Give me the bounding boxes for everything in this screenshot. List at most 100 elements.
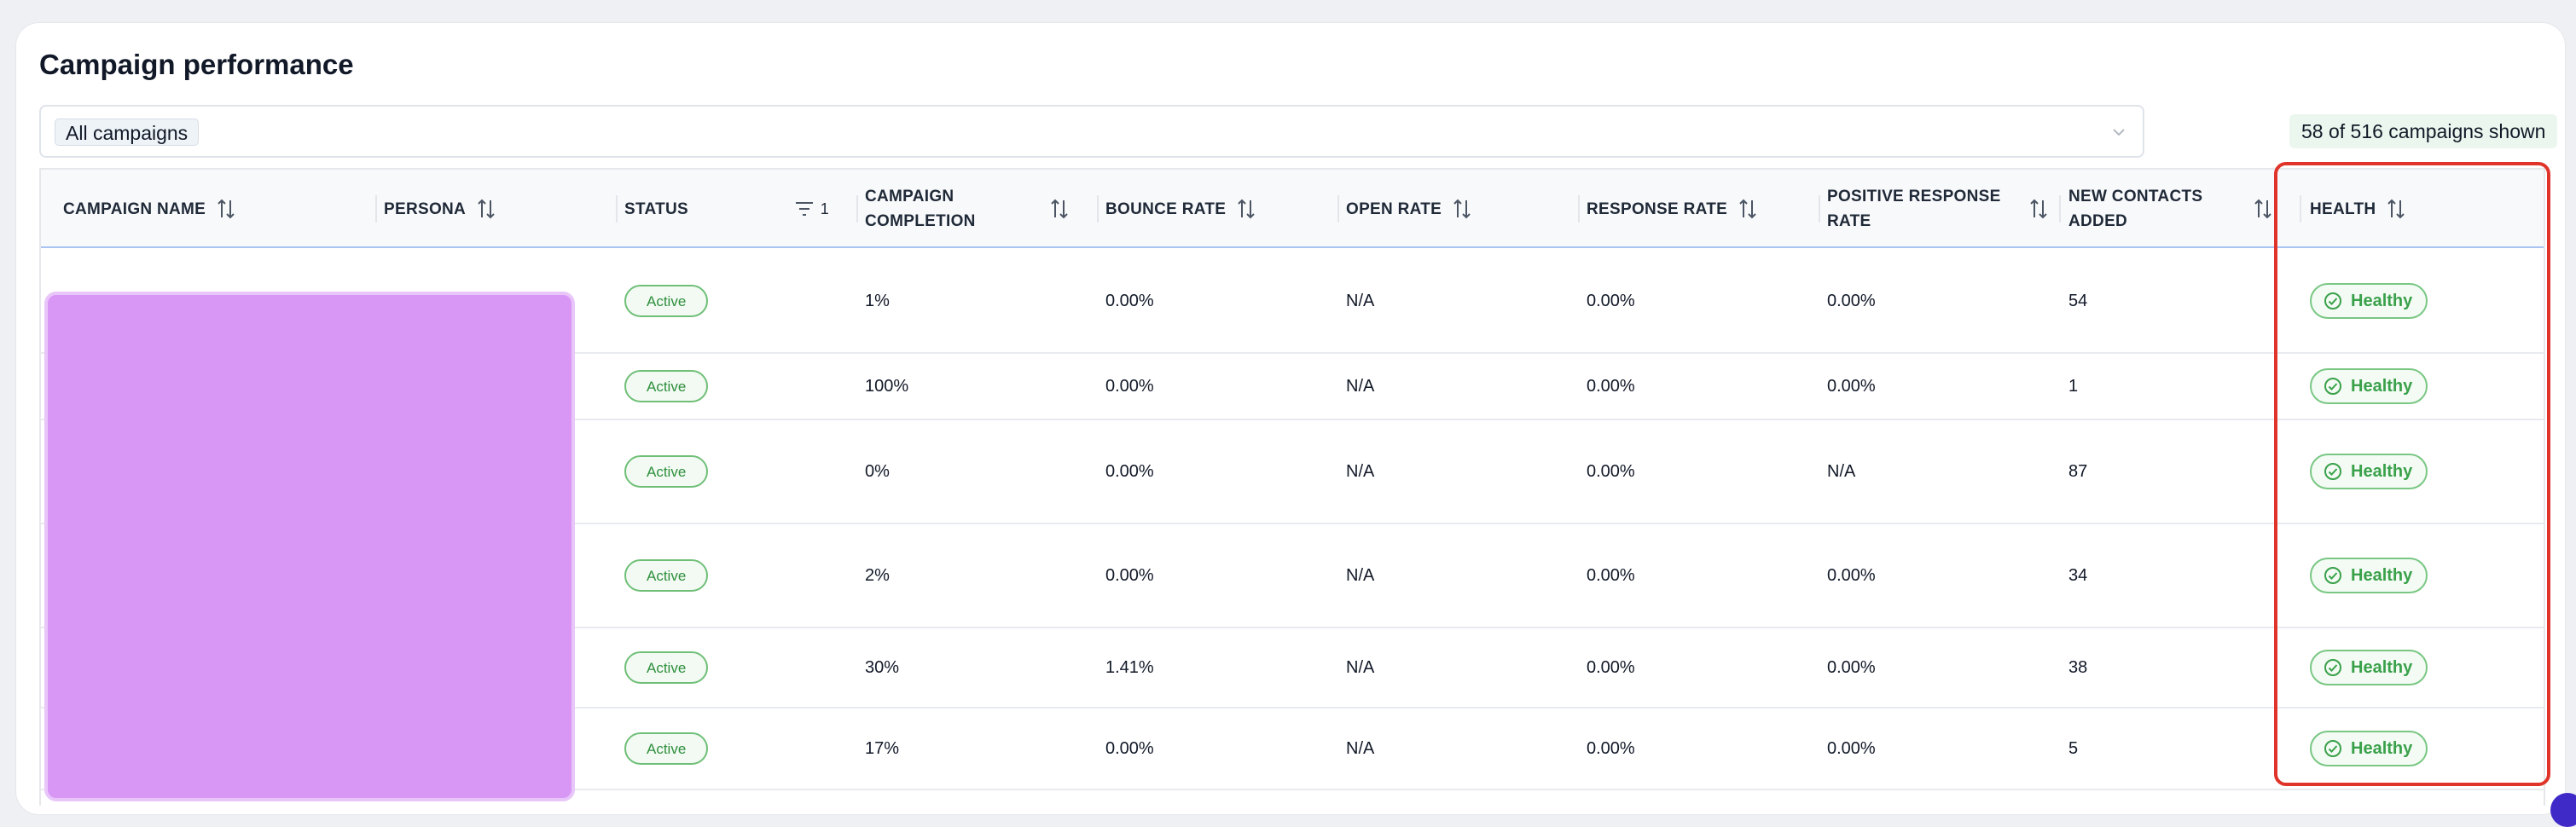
sort-icon[interactable] xyxy=(2253,197,2273,221)
column-header-label: NEW CONTACTS ADDED xyxy=(2068,188,2203,230)
status-badge: Active xyxy=(624,455,709,488)
status-badge: Active xyxy=(624,285,709,317)
column-separator[interactable] xyxy=(1819,195,1820,223)
column-separator[interactable] xyxy=(375,195,377,223)
health-badge[interactable]: Healthy xyxy=(2310,558,2428,593)
column-header-label: HEALTH xyxy=(2310,200,2376,218)
campaign-completion-cell: 0% xyxy=(865,461,890,481)
positive-response-rate-cell: 0.00% xyxy=(1827,657,1876,677)
status-cell: Active xyxy=(624,420,709,523)
sort-icon[interactable] xyxy=(2386,197,2406,221)
bounce-rate-cell: 0.00% xyxy=(1105,376,1154,396)
check-circle-icon xyxy=(2324,567,2341,584)
health-cell: Healthy xyxy=(2310,708,2428,789)
bounce-rate-cell: 1.41% xyxy=(1105,657,1154,677)
new-contacts-added-cell: 38 xyxy=(2068,657,2088,677)
column-header-campaign-completion[interactable]: CAMPAIGN COMPLETION xyxy=(865,170,1070,248)
column-separator[interactable] xyxy=(1578,195,1580,223)
status-filter[interactable]: 1 xyxy=(795,197,829,222)
status-badge: Active xyxy=(624,732,709,765)
column-header-bounce-rate[interactable]: BOUNCE RATE xyxy=(1105,170,1327,248)
column-header-label: OPEN RATE xyxy=(1346,200,1442,218)
filter-chip-all-campaigns[interactable]: All campaigns xyxy=(55,119,200,146)
column-header-response-rate[interactable]: RESPONSE RATE xyxy=(1587,170,1808,248)
health-badge-label: Healthy xyxy=(2351,291,2413,310)
status-badge: Active xyxy=(624,559,709,592)
table-row[interactable]: Active 30% 1.41% N/A 0.00% 0.00% 38 Healthy xyxy=(41,628,2544,708)
column-separator[interactable] xyxy=(2059,195,2061,223)
floating-action-button[interactable] xyxy=(2550,793,2576,827)
new-contacts-added-cell: 1 xyxy=(2068,376,2079,396)
table-header: CAMPAIGN NAME PERSONA STATUS 1 CAMPAIGN COMP… xyxy=(41,170,2544,248)
sort-icon[interactable] xyxy=(216,197,236,221)
positive-response-rate-cell: 0.00% xyxy=(1827,565,1876,585)
column-separator[interactable] xyxy=(2300,195,2301,223)
bounce-rate-cell: 0.00% xyxy=(1105,565,1154,585)
column-header-open-rate[interactable]: OPEN RATE xyxy=(1346,170,1568,248)
response-rate-cell: 0.00% xyxy=(1587,376,1635,396)
column-separator[interactable] xyxy=(856,195,858,223)
column-header-label: CAMPAIGN COMPLETION xyxy=(865,188,976,230)
sort-icon[interactable] xyxy=(476,197,496,221)
new-contacts-added-cell: 5 xyxy=(2068,738,2079,758)
open-rate-cell: N/A xyxy=(1346,461,1375,481)
campaign-completion-cell: 30% xyxy=(865,657,900,677)
column-header-label: BOUNCE RATE xyxy=(1105,200,1227,218)
health-badge-label: Healthy xyxy=(2351,376,2413,396)
status-badge: Active xyxy=(624,651,709,684)
table-row[interactable]: Active 1% 0.00% N/A 0.00% 0.00% 54 Healthy xyxy=(41,250,2544,354)
column-header-new-contacts-added[interactable]: NEW CONTACTS ADDED xyxy=(2068,170,2273,248)
health-badge-label: Healthy xyxy=(2351,565,2413,585)
column-header-persona[interactable]: PERSONA xyxy=(384,170,606,248)
bounce-rate-cell: 0.00% xyxy=(1105,461,1154,481)
health-badge[interactable]: Healthy xyxy=(2310,731,2428,766)
table-row[interactable]: Active 17% 0.00% N/A 0.00% 0.00% 5 Healthy xyxy=(41,708,2544,790)
sort-icon[interactable] xyxy=(1236,197,1256,221)
table-row[interactable]: Active 0% 0.00% N/A 0.00% N/A 87 Healthy xyxy=(41,420,2544,524)
campaign-filter-select[interactable]: All campaigns xyxy=(39,105,2144,158)
sort-icon[interactable] xyxy=(1452,197,1472,221)
health-badge[interactable]: Healthy xyxy=(2310,650,2428,685)
response-rate-cell: 0.00% xyxy=(1587,738,1635,758)
bounce-rate-cell: 0.00% xyxy=(1105,738,1154,758)
column-header-label: PERSONA xyxy=(384,200,467,218)
campaign-table: CAMPAIGN NAME PERSONA STATUS 1 CAMPAIGN COMP… xyxy=(39,168,2545,806)
open-rate-cell: N/A xyxy=(1346,657,1375,677)
sort-icon[interactable] xyxy=(2028,197,2049,221)
table-row[interactable]: Active 2% 0.00% N/A 0.00% 0.00% 34 Healthy xyxy=(41,524,2544,628)
response-rate-cell: 0.00% xyxy=(1587,657,1635,677)
page-title: Campaign performance xyxy=(39,49,354,80)
response-rate-cell: 0.00% xyxy=(1587,461,1635,481)
open-rate-cell: N/A xyxy=(1346,738,1375,758)
column-separator[interactable] xyxy=(1097,195,1099,223)
sort-icon[interactable] xyxy=(1738,197,1758,221)
new-contacts-added-cell: 54 xyxy=(2068,291,2088,310)
health-badge-label: Healthy xyxy=(2351,738,2413,758)
campaign-completion-cell: 2% xyxy=(865,565,890,585)
response-rate-cell: 0.00% xyxy=(1587,565,1635,585)
sort-icon[interactable] xyxy=(1049,197,1070,221)
open-rate-cell: N/A xyxy=(1346,565,1375,585)
column-header-label: STATUS xyxy=(624,200,688,218)
column-header-campaign-name[interactable]: CAMPAIGN NAME xyxy=(63,170,362,248)
status-cell: Active xyxy=(624,354,709,419)
column-header-label: RESPONSE RATE xyxy=(1587,200,1728,218)
check-circle-icon xyxy=(2324,740,2341,757)
health-badge[interactable]: Healthy xyxy=(2310,454,2428,489)
status-cell: Active xyxy=(624,708,709,789)
table-row[interactable]: Active 100% 0.00% N/A 0.00% 0.00% 1 Healthy xyxy=(41,354,2544,420)
column-header-positive-response-rate[interactable]: POSITIVE RESPONSE RATE xyxy=(1827,170,2049,248)
campaign-completion-cell: 17% xyxy=(865,738,900,758)
column-header-status[interactable]: STATUS 1 xyxy=(624,170,829,248)
health-cell: Healthy xyxy=(2310,420,2428,523)
status-cell: Active xyxy=(624,628,709,707)
redacted-campaign-names xyxy=(44,292,575,801)
column-header-health[interactable]: HEALTH xyxy=(2310,170,2532,248)
column-separator[interactable] xyxy=(616,195,618,223)
health-badge[interactable]: Healthy xyxy=(2310,368,2428,404)
filter-icon[interactable] xyxy=(795,201,814,217)
health-badge[interactable]: Healthy xyxy=(2310,283,2428,319)
status-cell: Active xyxy=(624,524,709,627)
chevron-down-icon xyxy=(2113,129,2125,136)
column-separator[interactable] xyxy=(1337,195,1339,223)
